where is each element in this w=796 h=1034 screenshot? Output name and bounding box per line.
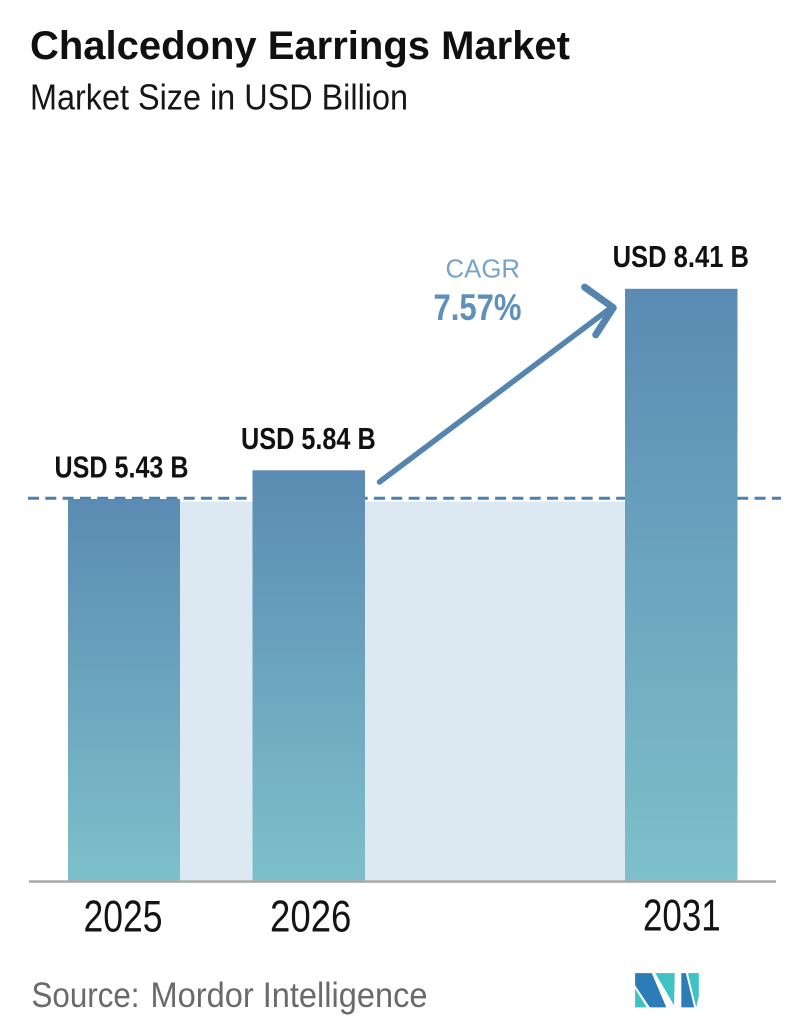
svg-text:USD 5.84 B: USD 5.84 B <box>241 421 376 456</box>
svg-text:Source:: Source: <box>32 975 140 1015</box>
svg-text:7.57%: 7.57% <box>434 287 522 328</box>
svg-text:Market Size in USD Billion: Market Size in USD Billion <box>30 76 408 117</box>
svg-text:USD 5.43 B: USD 5.43 B <box>55 449 189 484</box>
svg-text:Mordor Intelligence: Mordor Intelligence <box>151 975 428 1015</box>
svg-text:2026: 2026 <box>270 893 351 942</box>
svg-text:2025: 2025 <box>84 893 163 942</box>
svg-text:CAGR: CAGR <box>446 253 521 283</box>
svg-text:2031: 2031 <box>643 892 721 941</box>
svg-text:Chalcedony Earrings Market: Chalcedony Earrings Market <box>30 24 570 68</box>
svg-text:USD 8.41 B: USD 8.41 B <box>613 239 749 274</box>
